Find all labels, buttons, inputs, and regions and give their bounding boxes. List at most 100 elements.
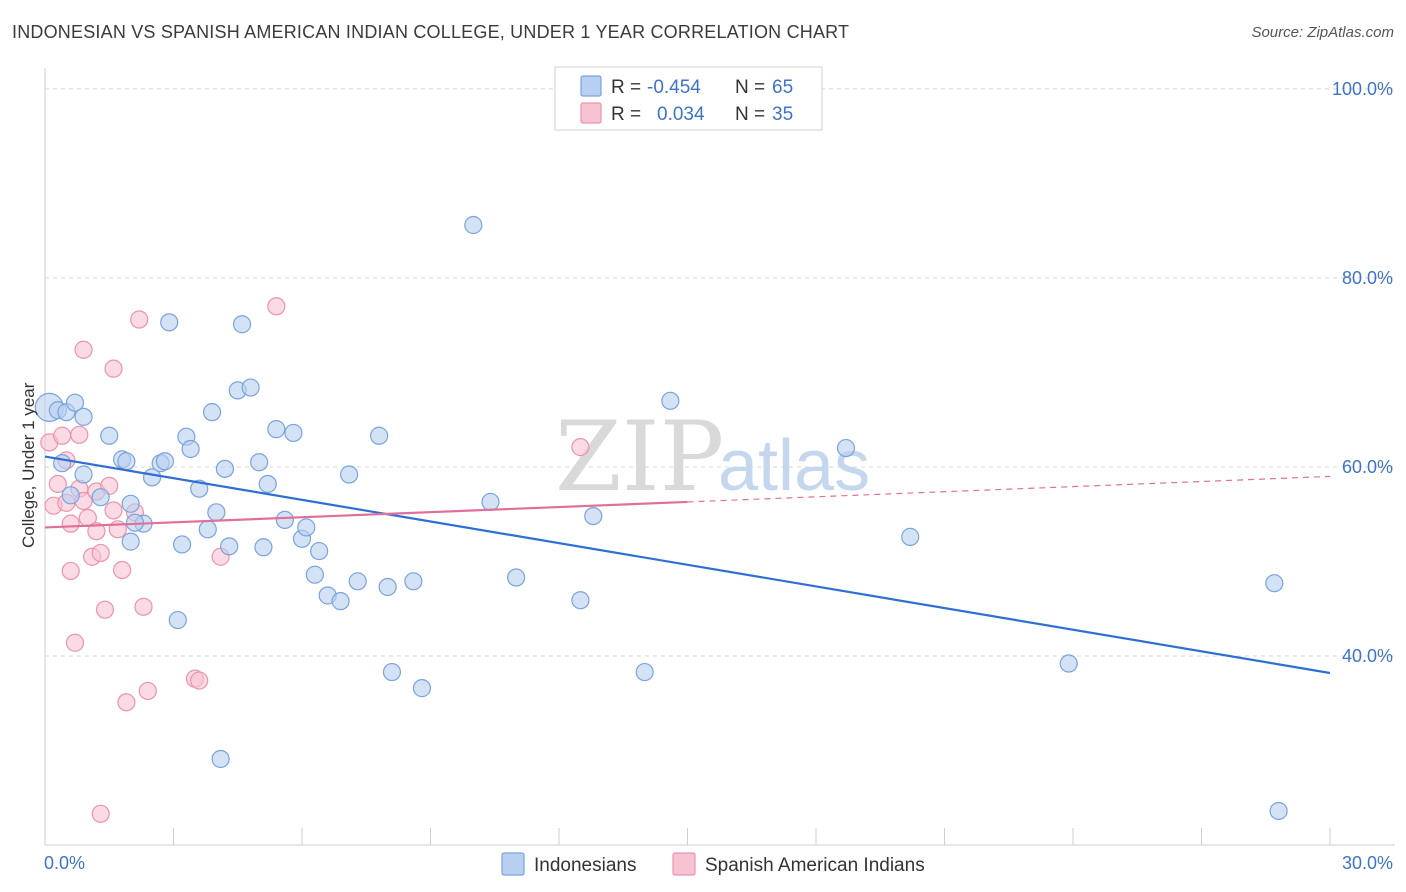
point-indonesians (74, 407, 93, 426)
point-spanish-american-indians (53, 426, 72, 445)
point-indonesians (464, 215, 483, 235)
bottom-legend-swatch-indonesians (501, 852, 525, 876)
point-indonesians (155, 452, 175, 471)
trend-line-spanish-american-indians (44, 500, 688, 529)
legend-r-value-2: 0.034 (657, 104, 705, 125)
point-indonesians (1059, 654, 1078, 673)
x-tick-labels: 0.0% 30.0% (44, 853, 1393, 873)
point-indonesians (481, 492, 500, 512)
point-spanish-american-indians (104, 501, 123, 520)
point-indonesians (348, 572, 367, 591)
point-spanish-american-indians (70, 425, 89, 444)
point-indonesians (181, 439, 200, 459)
legend-n-label-1: N = (735, 77, 765, 98)
y-tick-label-60: 60.0% (1342, 457, 1393, 477)
chart-title: INDONESIAN VS SPANISH AMERICAN INDIAN CO… (12, 22, 850, 42)
legend-swatch-spanish-american-indians (580, 102, 602, 124)
point-spanish-american-indians (95, 600, 115, 619)
point-indonesians (267, 420, 286, 439)
point-spanish-american-indians (61, 561, 80, 581)
point-indonesians (211, 749, 230, 769)
point-indonesians (254, 538, 273, 557)
point-spanish-american-indians (190, 671, 209, 690)
point-indonesians (275, 510, 294, 529)
bottom-legend-swatch-spanish-american-indians (672, 852, 696, 876)
point-indonesians (305, 565, 324, 584)
watermark-atlas: atlas (718, 426, 870, 506)
legend-n-value-2: 35 (772, 104, 793, 125)
legend-r-label-2: R = (611, 104, 641, 125)
y-tick-label-40: 40.0% (1342, 646, 1393, 666)
point-spanish-american-indians (61, 514, 80, 533)
point-indonesians (65, 393, 85, 412)
x-tick-label-max: 30.0% (1342, 853, 1393, 873)
point-indonesians (412, 679, 432, 698)
point-indonesians (61, 486, 80, 505)
point-indonesians (207, 503, 226, 522)
point-indonesians (91, 488, 110, 507)
y-tick-label-100: 100.0% (1332, 79, 1393, 99)
point-indonesians (901, 527, 920, 546)
point-indonesians (121, 494, 140, 513)
point-indonesians (250, 453, 269, 472)
point-spanish-american-indians (104, 359, 123, 378)
point-spanish-american-indians (134, 597, 153, 616)
point-indonesians (382, 662, 402, 682)
point-spanish-american-indians (48, 474, 67, 494)
point-indonesians (378, 577, 397, 597)
point-spanish-american-indians (65, 633, 85, 652)
trend-line-extension-spanish-american-indians (687, 475, 1331, 503)
point-indonesians (241, 378, 260, 397)
bottom-legend-spanish-american-indians: Spanish American Indians (705, 855, 925, 876)
legend-r-label-1: R = (611, 77, 641, 98)
point-indonesians (661, 391, 680, 410)
legend-swatch-indonesians (580, 75, 602, 97)
axes (44, 68, 1395, 846)
point-indonesians (340, 465, 359, 484)
point-indonesians (635, 662, 654, 682)
point-indonesians (202, 403, 222, 422)
point-indonesians (331, 592, 350, 611)
point-indonesians (370, 426, 389, 445)
y-tick-label-80: 80.0% (1342, 268, 1393, 288)
point-spanish-american-indians (571, 438, 590, 457)
point-indonesians (168, 610, 187, 630)
trend-line-indonesians (44, 455, 1331, 675)
y-tick-labels: 40.0% 60.0% 80.0% 100.0% (1332, 79, 1393, 666)
series-indonesians (34, 215, 1288, 821)
point-indonesians (53, 454, 72, 473)
point-indonesians (220, 537, 239, 556)
point-indonesians (507, 568, 526, 587)
point-spanish-american-indians (87, 522, 106, 541)
point-indonesians (232, 315, 252, 334)
point-indonesians (74, 465, 93, 484)
point-indonesians (1269, 801, 1288, 821)
point-indonesians (404, 572, 423, 591)
point-indonesians (198, 520, 217, 539)
point-indonesians (284, 423, 303, 443)
legend-n-label-2: N = (735, 104, 765, 125)
point-spanish-american-indians (91, 543, 110, 563)
point-indonesians (215, 459, 234, 478)
point-spanish-american-indians (117, 693, 136, 712)
point-spanish-american-indians (267, 297, 286, 316)
point-indonesians (160, 313, 179, 332)
point-indonesians (571, 591, 590, 610)
bottom-legend-indonesians: Indonesians (534, 855, 636, 876)
point-indonesians (172, 535, 192, 554)
correlation-legend: R = -0.454 N = 65 R = 0.034 N = 35 (554, 66, 823, 131)
point-spanish-american-indians (112, 560, 132, 580)
trend-lines (44, 455, 1331, 675)
point-indonesians (117, 452, 136, 471)
point-indonesians (190, 479, 209, 498)
legend-r-value-1: -0.454 (647, 77, 701, 98)
point-spanish-american-indians (138, 681, 157, 701)
point-indonesians (297, 518, 316, 537)
point-spanish-american-indians (130, 310, 149, 329)
y-axis-title: College, Under 1 year (19, 382, 38, 548)
point-indonesians (836, 438, 856, 458)
point-indonesians (121, 532, 140, 551)
source-note: Source: ZipAtlas.com (1251, 24, 1394, 41)
point-indonesians (100, 426, 119, 445)
